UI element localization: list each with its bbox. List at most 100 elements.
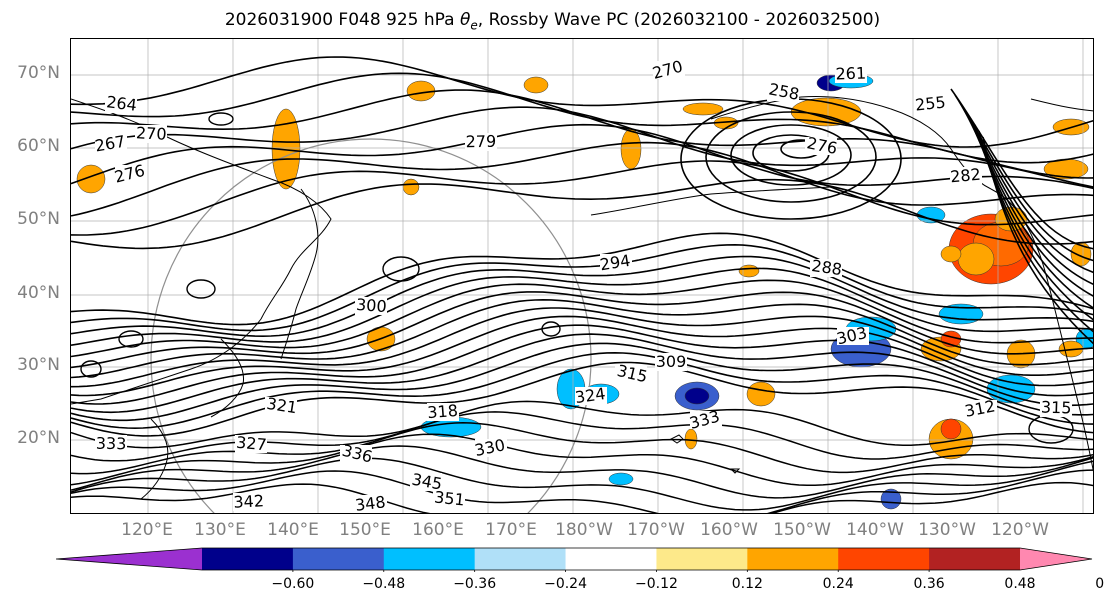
latitude-label: 30°N [17,355,60,375]
contour-label: 342 [233,491,264,512]
contour-label: 321 [265,394,298,418]
graticule-layer [71,39,1093,513]
colorbar-tick-label: −0.48 [362,576,406,592]
contour-label: 348 [354,492,387,514]
contour-label-bg [575,387,607,405]
theta-e-contour [71,351,1093,430]
colorbar-tick-label: 0.48 [1004,576,1036,592]
theta-e-contour [71,445,1093,499]
colorbar [56,547,1093,572]
contour-label: 327 [235,433,267,455]
coastline [590,186,832,216]
contour-label-bg [95,135,127,153]
theta-e-contour [71,433,1093,487]
theta-e-contour [71,243,1093,332]
contour-label: 309 [656,352,687,371]
anomaly-shading-patch [940,418,962,440]
theta-e-contour-layer [71,56,1093,513]
colorbar-tick-label: −0.36 [453,576,497,592]
contour-label-bg [1040,399,1072,417]
colorbar-extend-min-body [56,548,202,570]
theta-e-contour [80,360,102,378]
theta-e-contour [71,400,1093,449]
longitude-label: 140°W [846,520,904,540]
contour-label-bg [135,125,167,143]
theta-e-contour [71,72,1093,164]
contour-label-bg [340,445,372,463]
theta-e-contour [71,333,1093,414]
contour-label-bg [915,95,947,113]
coastline [710,96,992,190]
pc-shading-layer [76,73,1093,510]
colorbar-segment [202,548,294,570]
latitude-label: 40°N [17,283,60,303]
contour-label: 264 [105,92,138,115]
anomaly-shading-patch [682,102,724,116]
theta-e-contour [71,361,1093,437]
theta-e-contour [118,330,144,348]
longitude-label: 170°W [627,520,685,540]
colorbar-tick-label: 0.36 [913,576,945,592]
contour-label-bg [115,165,147,183]
anomaly-shading-patch [738,264,760,278]
theta-e-contour [71,324,1093,405]
contour-label: 279 [465,132,496,152]
theta-e-contour [382,256,420,282]
theta-e-contour [71,267,1093,346]
coastline [1030,98,1093,112]
colorbar-tick-label: −0.24 [544,576,587,592]
contour-label: 300 [355,295,387,316]
colorbar-segment [747,548,839,570]
theta-e-contour [71,342,1093,422]
theta-e-contour [71,469,1093,513]
contour-label-bg [615,365,647,383]
contour-label: 333 [96,434,127,454]
longitude-label: 150°E [339,520,391,540]
longitude-label: 130°E [194,520,246,540]
longitude-label: 180°W [555,520,613,540]
theta-e-contour [71,291,1093,369]
colorbar-segment [838,548,930,570]
contour-label-bg [355,297,387,315]
contour-label-bg [690,411,722,429]
contour-label-bg [95,435,127,453]
contour-label: 351 [433,487,465,509]
anomaly-shading-patch [746,381,776,407]
colorbar-tick-label: −0.60 [271,576,315,592]
anomaly-shading-patch [957,242,995,276]
colorbar-segment [383,548,476,570]
theta-e-contour [541,321,561,337]
longitude-label: 120°E [121,520,173,540]
contour-label-bg [965,400,997,418]
contour-label: 324 [574,384,607,407]
theta-e-contour [71,315,1093,397]
range-ring [150,138,592,513]
colorbar-extend-max [1020,548,1092,570]
anomaly-shading-patch [76,164,106,194]
longitude-label: 120°W [991,520,1049,540]
colorbar-segment [929,548,1021,570]
contour-label: 261 [835,63,866,83]
anomaly-shading-patch [880,488,902,510]
theta-e-contour [71,56,1093,148]
colorbar-outline [56,547,1093,571]
contour-label-bg [475,439,507,457]
contour-label-bg [235,435,267,453]
contour-label-bg [837,327,869,345]
contour-label-bg [805,137,837,155]
theta-e-contour [71,307,1093,388]
colorbar-segment [565,548,657,570]
theta-e-contour [705,111,877,203]
theta-e-contour [71,279,1093,358]
contour-label: 294 [599,251,632,275]
map-panel: 270 261 258 255 264 267 270 276 279 276 282 288 294 3… [70,38,1094,514]
contour-label-bg [767,83,799,101]
theta-e-contour [982,136,1093,345]
anomaly-shading-patch [523,76,549,94]
theta-e-contour [71,457,1093,511]
colorbar-tick-label: −0.12 [634,576,678,592]
theta-e-contour [71,255,1093,338]
anomaly-shading-patch [608,472,634,486]
colorbar-tick-label: 0.24 [822,576,854,592]
